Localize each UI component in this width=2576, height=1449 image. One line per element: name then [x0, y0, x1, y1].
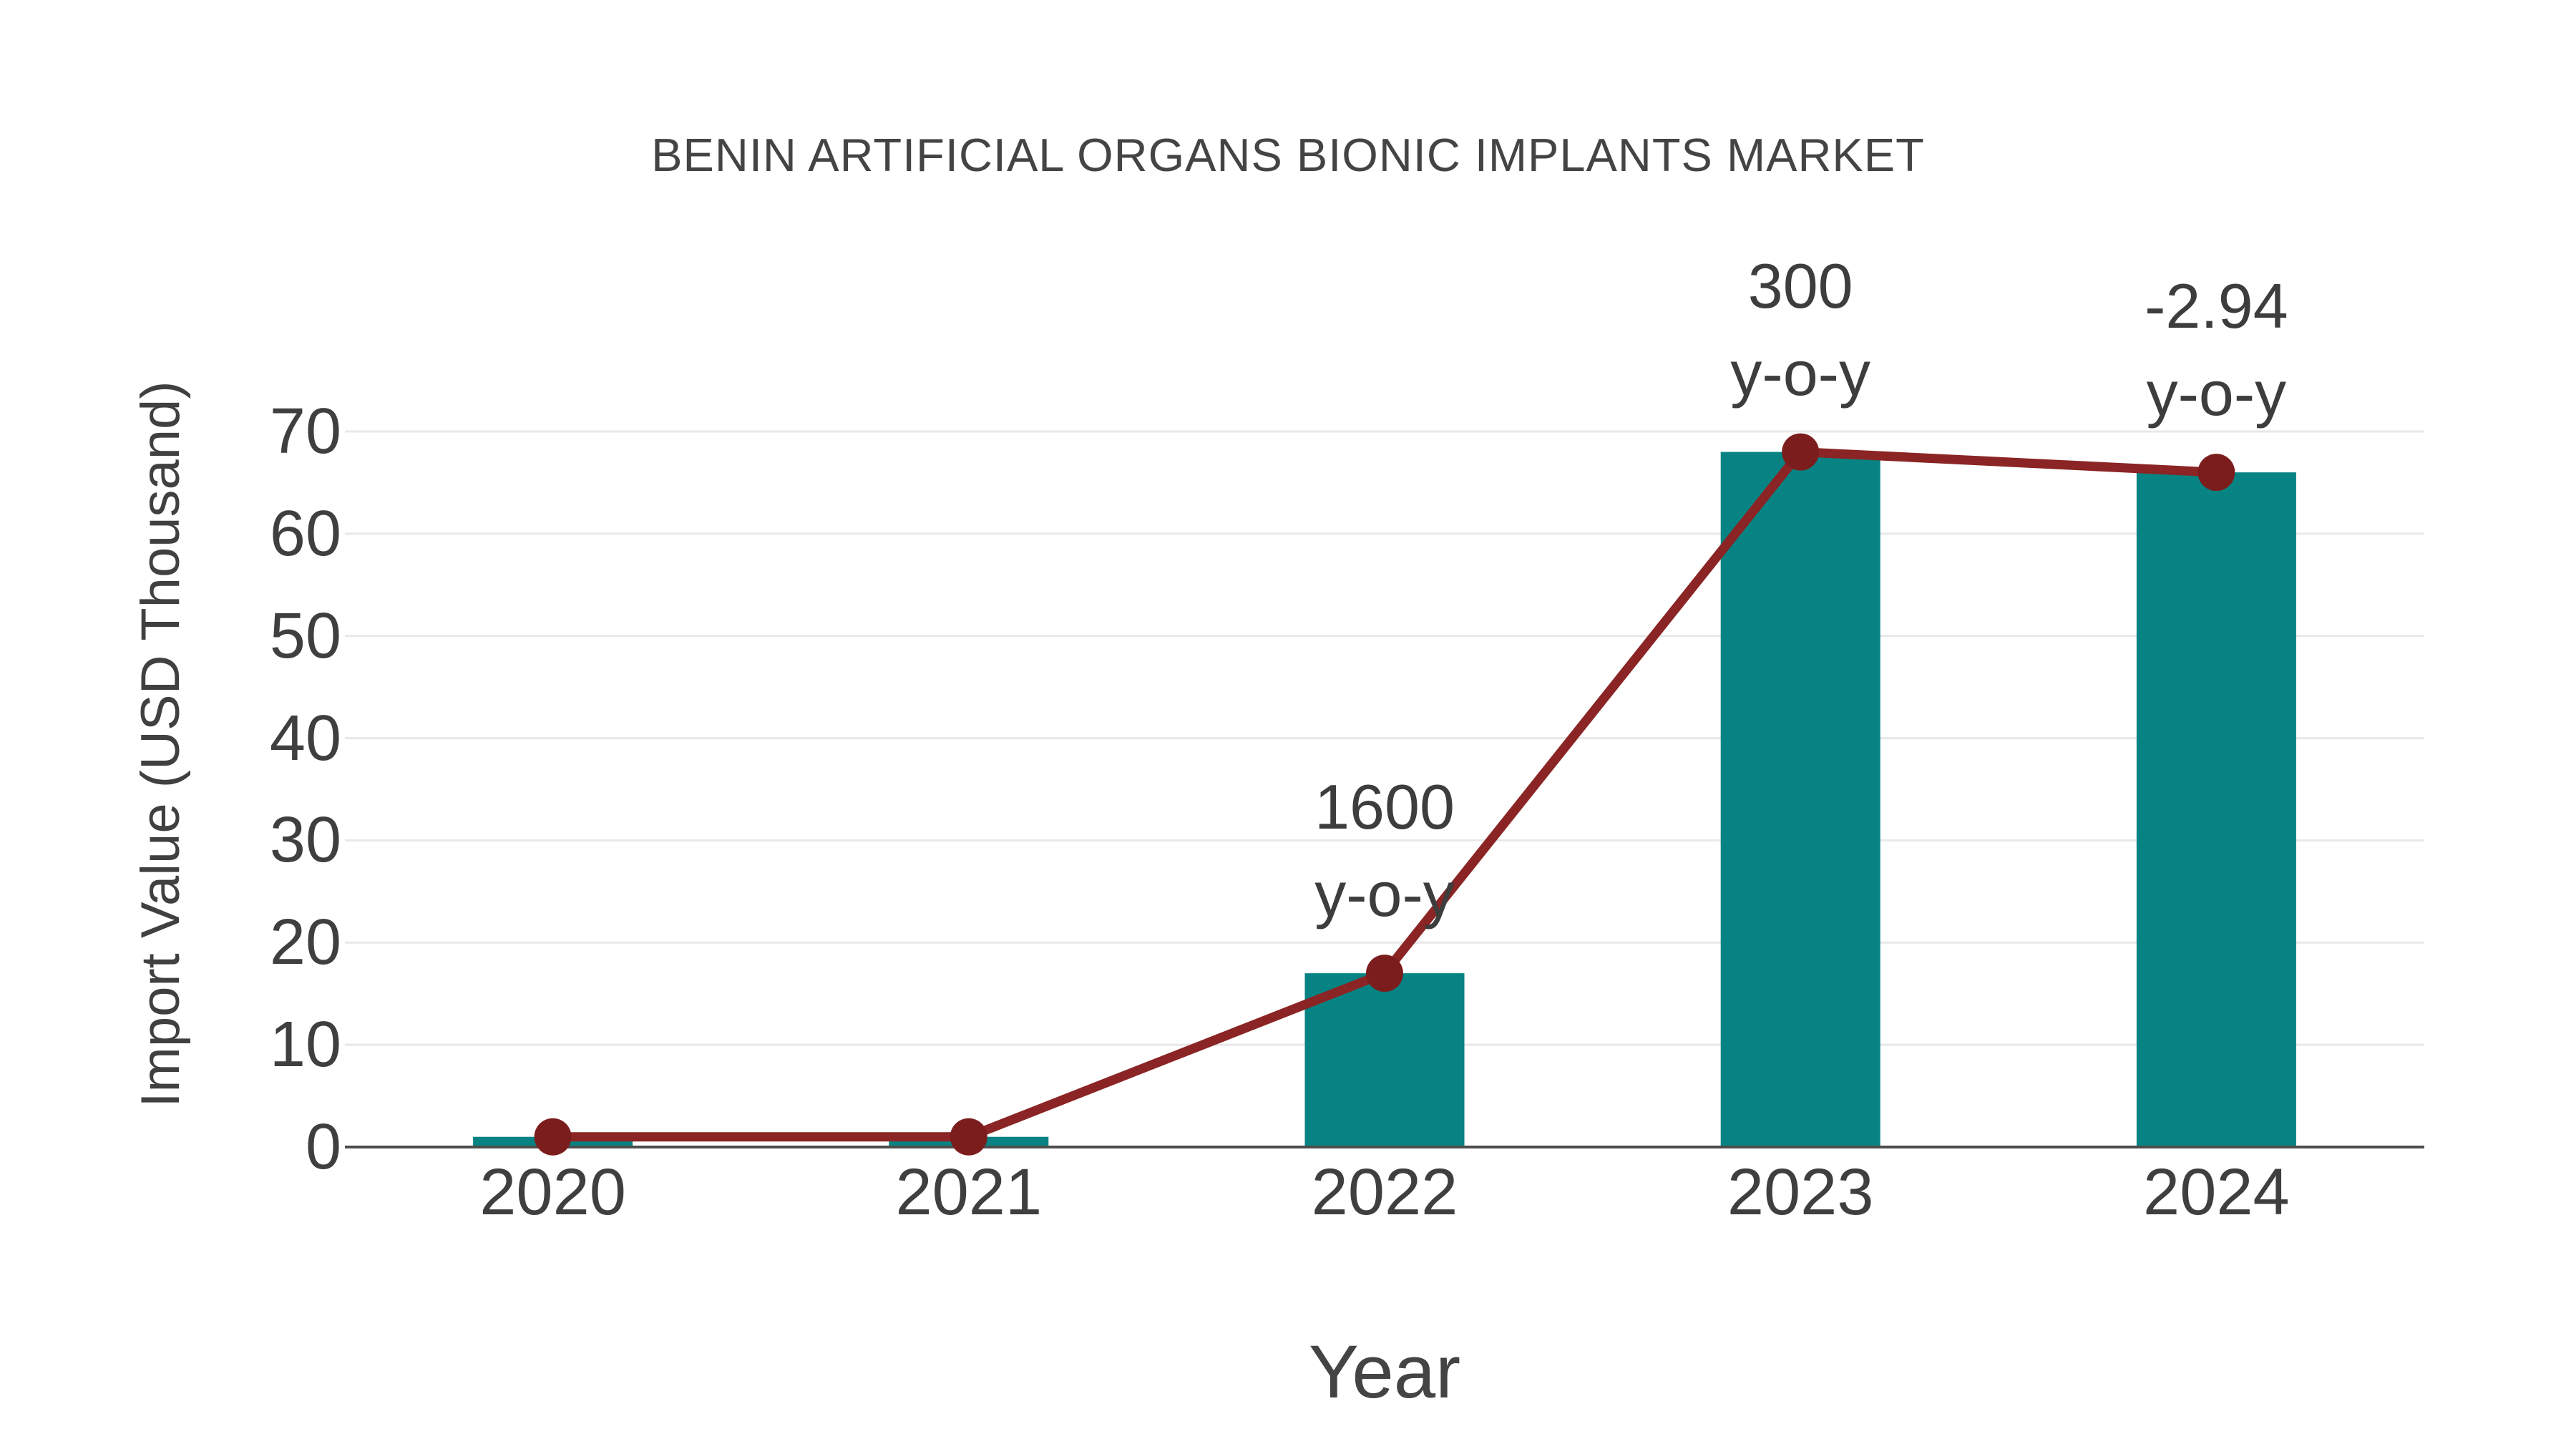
x-tick-label-2020: 2020 [479, 1156, 626, 1229]
x-tick-label-2022: 2022 [1311, 1156, 1458, 1229]
bar-2024 [2136, 472, 2296, 1147]
y-tick-label-0: 0 [305, 1111, 341, 1183]
chart-title: BENIN ARTIFICIAL ORGANS BIONIC IMPLANTS … [651, 129, 1925, 181]
marker-2020 [534, 1118, 572, 1156]
bar-2022 [1304, 973, 1465, 1147]
y-tick-label-20: 20 [269, 907, 341, 979]
marker-2024 [2197, 454, 2235, 492]
annotation-value-2022: 1600 [1314, 771, 1455, 843]
y-tick-label-60: 60 [269, 497, 341, 570]
marker-2021 [950, 1118, 987, 1156]
x-tick-label-2021: 2021 [895, 1156, 1043, 1229]
y-tick-label-70: 70 [269, 396, 341, 467]
y-tick-label-40: 40 [269, 702, 341, 774]
bar-2023 [1720, 452, 1880, 1147]
marker-2023 [1782, 433, 1820, 471]
annotation-value-2023: 300 [1747, 250, 1853, 321]
annotation-suffix-2023: y-o-y [1730, 337, 1870, 409]
y-tick-label-50: 50 [269, 600, 341, 672]
y-tick-label-30: 30 [269, 804, 341, 877]
annotation-suffix-2022: y-o-y [1314, 859, 1455, 930]
annotation-value-2024: -2.94 [2145, 270, 2288, 342]
x-tick-label-2023: 2023 [1727, 1156, 1874, 1229]
marker-2022 [1366, 955, 1403, 992]
y-tick-label-10: 10 [269, 1009, 341, 1081]
annotation-suffix-2024: y-o-y [2146, 358, 2287, 429]
x-axis-title: Year [1308, 1330, 1461, 1414]
x-tick-label-2024: 2024 [2143, 1156, 2290, 1229]
